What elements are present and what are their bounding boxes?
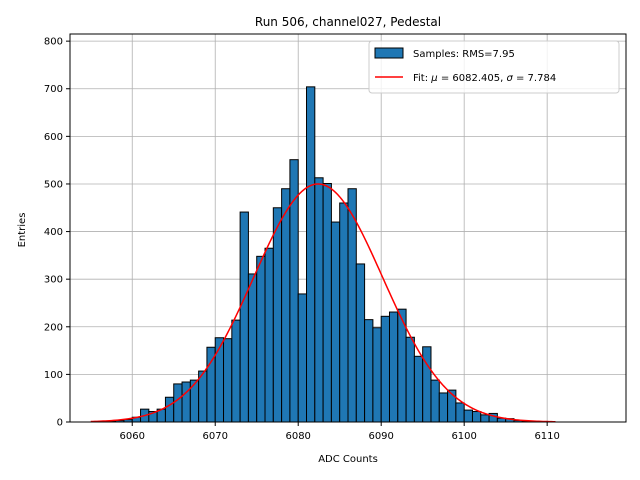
- histogram-bar: [372, 327, 382, 423]
- histogram-bar: [297, 293, 308, 423]
- legend-samples-swatch: [374, 47, 404, 59]
- y-tick-label: 100: [44, 370, 63, 381]
- histogram-bar: [264, 247, 274, 423]
- histogram-bar: [239, 211, 249, 423]
- legend-fit-prefix: Fit:: [413, 73, 431, 84]
- histogram-bar: [480, 414, 490, 423]
- histogram-bar: [355, 263, 366, 423]
- histogram-bar: [463, 409, 473, 423]
- y-tick-label: 500: [44, 179, 63, 190]
- histogram-bar: [198, 370, 208, 423]
- axes: [69, 33, 627, 423]
- fit-curve-group: [90, 183, 556, 423]
- x-axis-label: ADC Counts: [318, 454, 378, 465]
- histogram-bar: [281, 188, 291, 423]
- histogram-bar: [347, 188, 357, 423]
- gaussian-fit-curve: [90, 183, 556, 423]
- y-tick-label: 300: [44, 275, 63, 286]
- histogram-bar: [380, 315, 390, 423]
- y-axis-label: Entries: [17, 213, 28, 248]
- x-tick-label: 6090: [368, 431, 393, 442]
- tick-labels: 6060 6070 6080 6090 6100 6110 0 100 200 300 400 500…: [44, 37, 560, 442]
- histogram-bar: [247, 273, 258, 423]
- histogram-bar: [430, 379, 440, 423]
- histogram-bar: [330, 221, 341, 423]
- histogram-bar: [314, 177, 324, 423]
- legend-fit-suffix: = 7.784: [513, 73, 556, 84]
- y-tick-label: 200: [44, 322, 63, 333]
- x-tick-label: 6080: [285, 431, 310, 442]
- histogram-bar: [471, 411, 482, 423]
- legend-fit-middle: = 6082.405,: [438, 73, 507, 84]
- x-tick-label: 6060: [120, 431, 145, 442]
- legend-sigma-symbol: σ: [506, 73, 513, 84]
- x-tick-label: 6110: [534, 431, 559, 442]
- legend-box: [368, 40, 620, 94]
- histogram-bar: [455, 402, 465, 423]
- legend: Samples: RMS=7.95 Fit: μ = 6082.405, σ =…: [368, 40, 620, 94]
- histogram-bar: [272, 207, 283, 423]
- x-tick-label: 6070: [202, 431, 227, 442]
- legend-fit-label: Fit: μ = 6082.405, σ = 7.784: [413, 73, 556, 84]
- histogram-bar: [164, 396, 175, 423]
- y-tick-label: 400: [44, 227, 63, 238]
- histogram-bar: [413, 355, 424, 423]
- y-tick-label: 700: [44, 84, 63, 95]
- histogram-bar: [422, 346, 432, 423]
- histogram-bar: [256, 255, 266, 423]
- histogram-bar: [173, 383, 183, 423]
- histogram-bar: [322, 182, 332, 423]
- histogram-bar: [306, 86, 316, 423]
- legend-samples-label: Samples: RMS=7.95: [413, 49, 515, 60]
- histogram-bar: [339, 202, 349, 423]
- y-tick-label: 800: [44, 37, 63, 48]
- histogram-bar: [438, 392, 449, 423]
- legend-mu-symbol: μ: [430, 73, 437, 84]
- histogram-bar: [364, 319, 374, 423]
- x-tick-label: 6100: [451, 431, 476, 442]
- y-tick-label: 0: [57, 418, 63, 429]
- histogram-bar: [231, 319, 241, 423]
- chart-title: Run 506, channel027, Pedestal: [255, 15, 441, 29]
- y-tick-label: 600: [44, 132, 63, 143]
- plot-frame: [69, 33, 627, 423]
- histogram-bar: [181, 381, 191, 423]
- histogram-bar: [214, 337, 225, 423]
- histogram-bar: [405, 336, 415, 423]
- histogram-bar: [388, 311, 399, 423]
- histogram-bar: [223, 338, 233, 423]
